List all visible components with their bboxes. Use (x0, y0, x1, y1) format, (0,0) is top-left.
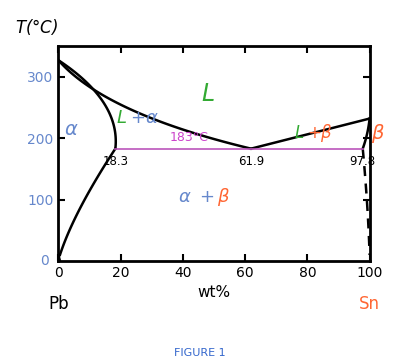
Text: 18.3: 18.3 (102, 155, 128, 168)
Text: $L$: $L$ (294, 124, 304, 142)
Text: $\beta$: $\beta$ (371, 122, 385, 145)
Text: 97.8: 97.8 (350, 155, 376, 168)
Text: 183°C: 183°C (170, 131, 208, 144)
Text: $\alpha\ +$: $\alpha\ +$ (178, 188, 214, 206)
Text: $L$: $L$ (116, 109, 127, 127)
Text: Pb: Pb (48, 296, 69, 314)
Text: $\beta$: $\beta$ (217, 185, 230, 208)
Text: 0: 0 (40, 254, 49, 268)
Text: $+\alpha$: $+\alpha$ (130, 109, 159, 127)
Text: $+\beta$: $+\beta$ (307, 122, 333, 144)
Text: Sn: Sn (359, 296, 380, 314)
Text: 61.9: 61.9 (238, 155, 264, 168)
Text: $L$: $L$ (201, 82, 215, 106)
Text: $T$(°C): $T$(°C) (15, 18, 58, 37)
Text: $\alpha$: $\alpha$ (64, 120, 78, 139)
Text: FIGURE 1: FIGURE 1 (174, 348, 226, 359)
X-axis label: wt%: wt% (198, 285, 230, 301)
